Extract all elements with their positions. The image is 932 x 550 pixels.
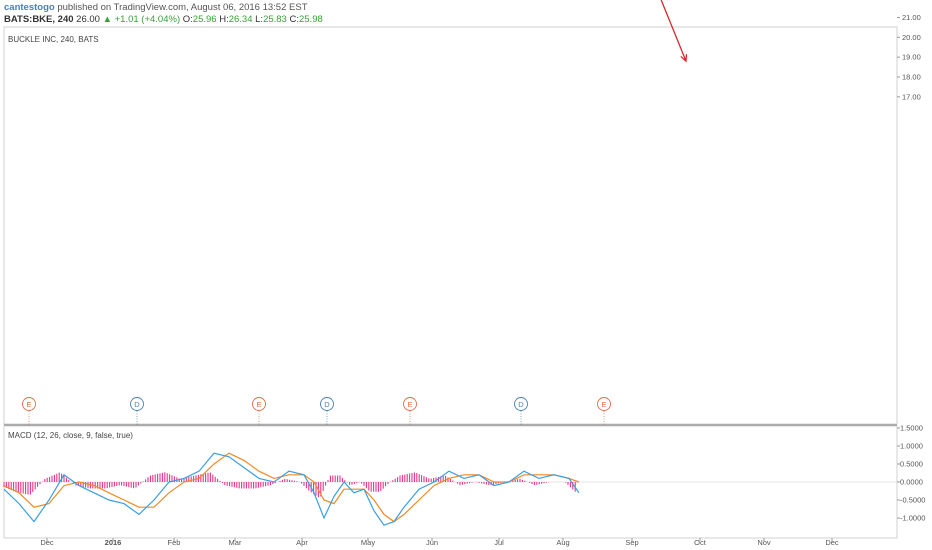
earnings-marker bbox=[403, 397, 417, 411]
y-tick-label: 17.00 bbox=[902, 92, 921, 101]
open-value: 25.96 bbox=[192, 14, 217, 25]
x-tick-label: Dec bbox=[40, 538, 54, 547]
y-tick-label: 18.00 bbox=[902, 73, 921, 82]
event-label: D bbox=[324, 400, 330, 409]
x-tick-label: Dec bbox=[825, 538, 839, 547]
high-value: 26.34 bbox=[228, 14, 253, 25]
x-tick-label: Jul bbox=[494, 538, 504, 547]
x-tick-label: Feb bbox=[168, 538, 181, 547]
y-tick-label: 21.00 bbox=[902, 13, 921, 22]
event-label: E bbox=[256, 400, 261, 409]
close-value: 25.98 bbox=[298, 14, 323, 25]
event-label: D bbox=[518, 400, 524, 409]
price-pane-border bbox=[3, 26, 898, 425]
dividend-marker bbox=[130, 397, 144, 411]
event-label: D bbox=[134, 400, 140, 409]
x-tick-label: Nov bbox=[757, 538, 771, 547]
event-label: E bbox=[26, 400, 31, 409]
y-tick-label: 19.00 bbox=[902, 53, 921, 62]
dividend-marker bbox=[320, 397, 334, 411]
last-price: 26.00 bbox=[76, 14, 100, 25]
y-tick-label: 20.00 bbox=[902, 33, 921, 42]
macd-y-tick-label: 0.0000 bbox=[900, 478, 923, 487]
x-tick-label: Aug bbox=[556, 538, 569, 547]
symbol-info: BATS:BKE, 240 26.00 ▲ +1.01 (+4.04%) O:2… bbox=[4, 14, 323, 25]
low-label: L: bbox=[255, 14, 264, 25]
macd-y-tick-label: -1.0000 bbox=[900, 514, 925, 523]
macd-legend: MACD (12, 26, close, 9, false, true) bbox=[8, 431, 133, 440]
axes: 17.0018.0019.0020.0021.0022.0023.0024.00… bbox=[40, 0, 925, 547]
price-change: ▲ +1.01 (+4.04%) bbox=[102, 14, 181, 25]
macd-y-tick-label: 1.5000 bbox=[900, 424, 923, 433]
x-tick-label: 2016 bbox=[105, 538, 122, 547]
macd-y-tick-label: -0.5000 bbox=[900, 496, 925, 505]
chart-frame bbox=[3, 26, 898, 539]
forecast-arrowhead bbox=[680, 54, 688, 63]
x-tick-label: Mar bbox=[229, 538, 242, 547]
x-tick-label: May bbox=[361, 538, 375, 547]
earnings-marker bbox=[597, 397, 611, 411]
open-label: O: bbox=[182, 14, 193, 25]
event-label: E bbox=[407, 400, 412, 409]
earnings-marker bbox=[22, 397, 36, 411]
macd-y-tick-label: 0.5000 bbox=[900, 460, 923, 469]
x-tick-label: Sep bbox=[625, 538, 638, 547]
low-value: 25.83 bbox=[263, 14, 287, 25]
x-tick-label: Jun bbox=[426, 538, 438, 547]
close-label: C: bbox=[289, 14, 299, 25]
y-tick-label: 22.00 bbox=[902, 0, 921, 2]
drawings bbox=[660, 0, 688, 63]
author-link[interactable]: cantestogo bbox=[4, 2, 55, 13]
symbol-name: BATS:BKE, 240 bbox=[4, 14, 74, 25]
high-label: H: bbox=[219, 14, 229, 25]
publish-info: cantestogo published on TradingView.com,… bbox=[4, 2, 308, 13]
macd-line bbox=[3, 452, 580, 526]
x-tick-label: Apr bbox=[296, 538, 308, 547]
event-label: E bbox=[601, 400, 606, 409]
publish-text: published on TradingView.com, August 06,… bbox=[57, 2, 308, 13]
x-tick-label: Oct bbox=[694, 538, 707, 547]
main-legend: BUCKLE INC, 240, BATS bbox=[8, 35, 99, 44]
macd-y-tick-label: 1.0000 bbox=[900, 442, 923, 451]
dividend-marker bbox=[514, 397, 528, 411]
earnings-marker bbox=[252, 397, 266, 411]
forecast-arrow bbox=[660, 0, 687, 62]
macd-pane bbox=[3, 452, 897, 526]
